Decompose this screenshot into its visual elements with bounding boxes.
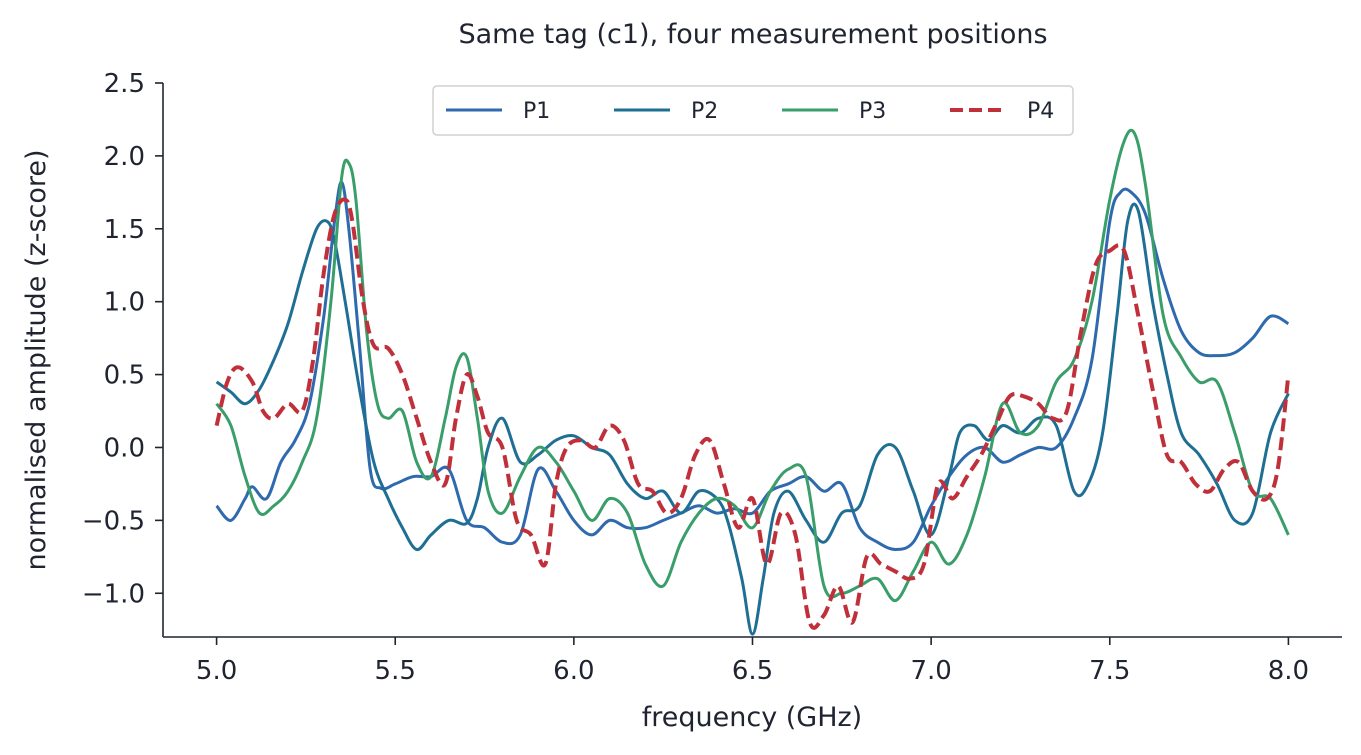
legend-label-p4: P4 — [1027, 99, 1054, 124]
legend-label-p2: P2 — [691, 99, 718, 124]
legend-box — [432, 85, 1074, 136]
y-axis-label: normalised amplitude (z-score) — [21, 149, 52, 570]
series-line-p3 — [215, 128, 1290, 603]
series-line-p4 — [214, 197, 1291, 630]
legend-entries: P1 P2 P3 P4 — [446, 99, 1054, 124]
series-line-p1 — [215, 180, 1290, 551]
legend-label-p1: P1 — [523, 99, 550, 124]
y-tick-label: −0.5 — [82, 506, 145, 536]
chart-title: Same tag (c1), four measurement position… — [458, 19, 1047, 50]
x-tick-label: 5.5 — [375, 656, 416, 686]
y-tick-label: 2.5 — [104, 69, 145, 99]
x-axis-label: frequency (GHz) — [642, 702, 862, 733]
series-lines — [214, 128, 1291, 636]
series-line-p2 — [215, 202, 1290, 636]
legend: P1 P2 P3 P4 — [432, 85, 1074, 136]
x-tick-label: 7.5 — [1089, 656, 1130, 686]
x-tick-label: 5.0 — [196, 656, 237, 686]
y-tick-label: 0.5 — [104, 361, 145, 391]
x-tick-label: 7.0 — [910, 656, 951, 686]
x-tick-label: 6.5 — [732, 656, 773, 686]
y-tick-label: −1.0 — [82, 579, 145, 609]
y-tick-label: 2.0 — [104, 142, 145, 172]
y-tick-label: 1.5 — [104, 215, 145, 245]
legend-label-p3: P3 — [859, 99, 886, 124]
y-tick-label: 0.0 — [104, 433, 145, 463]
x-tick-label: 8.0 — [1268, 656, 1309, 686]
y-ticks: −1.0 −0.5 0.0 0.5 1.0 1.5 2.0 2.5 — [82, 69, 163, 609]
x-tick-label: 6.0 — [553, 656, 594, 686]
y-tick-label: 1.0 — [104, 288, 145, 318]
x-ticks: 5.0 5.5 6.0 6.5 7.0 7.5 8.0 — [196, 637, 1309, 686]
